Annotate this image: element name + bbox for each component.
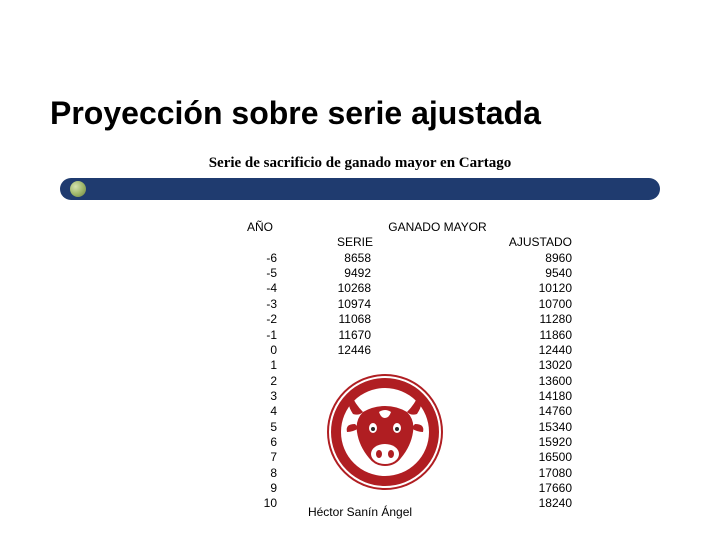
cell-ajustado: 15920	[425, 435, 580, 450]
cell-ajustado: 14760	[425, 404, 580, 419]
header-ganado: GANADO MAYOR	[295, 220, 580, 235]
slide-title: Proyección sobre serie ajustada	[50, 95, 541, 132]
table-row: -594929540	[225, 266, 580, 281]
cell-ajustado: 13020	[425, 358, 580, 373]
table-header-row2: SERIE AJUSTADO	[225, 235, 580, 250]
cell-ano: -3	[225, 297, 295, 312]
cell-ajustado: 17660	[425, 481, 580, 496]
cell-ajustado: 13600	[425, 374, 580, 389]
cell-ano: 7	[225, 450, 295, 465]
cell-serie: 10974	[295, 297, 425, 312]
cell-ano: 2	[225, 374, 295, 389]
cell-ano: 6	[225, 435, 295, 450]
cell-ajustado: 12440	[425, 343, 580, 358]
cell-ano: -1	[225, 328, 295, 343]
cell-ano: 3	[225, 389, 295, 404]
cell-ajustado: 9540	[425, 266, 580, 281]
header-blank	[225, 235, 295, 250]
cell-ajustado: 17080	[425, 466, 580, 481]
bullet-dot	[70, 181, 86, 197]
cell-ano: 1	[225, 358, 295, 373]
cell-ajustado: 8960	[425, 251, 580, 266]
header-ajustado: AJUSTADO	[425, 235, 580, 250]
cell-ano: 5	[225, 420, 295, 435]
cell-ajustado: 11280	[425, 312, 580, 327]
cell-serie: 9492	[295, 266, 425, 281]
cell-serie: 11068	[295, 312, 425, 327]
slide-subtitle: Serie de sacrificio de ganado mayor en C…	[0, 155, 720, 172]
bull-logo	[325, 372, 445, 492]
cell-ajustado: 11860	[425, 328, 580, 343]
footer-author: Héctor Sanín Ángel	[0, 505, 720, 519]
table-row: 01244612440	[225, 343, 580, 358]
header-ano: AÑO	[225, 220, 295, 235]
cell-ano: 0	[225, 343, 295, 358]
cell-ano: -4	[225, 281, 295, 296]
header-serie: SERIE	[295, 235, 425, 250]
table-header-row1: AÑO GANADO MAYOR	[225, 220, 580, 235]
table-row: -21106811280	[225, 312, 580, 327]
cell-serie: 8658	[295, 251, 425, 266]
cell-serie: 10268	[295, 281, 425, 296]
table-row: -31097410700	[225, 297, 580, 312]
cell-ajustado: 10700	[425, 297, 580, 312]
cell-ano: -6	[225, 251, 295, 266]
cell-ano: 4	[225, 404, 295, 419]
table-row: -686588960	[225, 251, 580, 266]
cell-ano: -5	[225, 266, 295, 281]
table-row: -41026810120	[225, 281, 580, 296]
cell-serie: 11670	[295, 328, 425, 343]
table-row: -11167011860	[225, 328, 580, 343]
cell-ano: 8	[225, 466, 295, 481]
cell-ajustado: 15340	[425, 420, 580, 435]
cell-ajustado: 14180	[425, 389, 580, 404]
cell-serie: 12446	[295, 343, 425, 358]
cell-ano: -2	[225, 312, 295, 327]
decorative-band	[60, 178, 660, 200]
cell-ajustado: 16500	[425, 450, 580, 465]
cell-ajustado: 10120	[425, 281, 580, 296]
cell-ano: 9	[225, 481, 295, 496]
